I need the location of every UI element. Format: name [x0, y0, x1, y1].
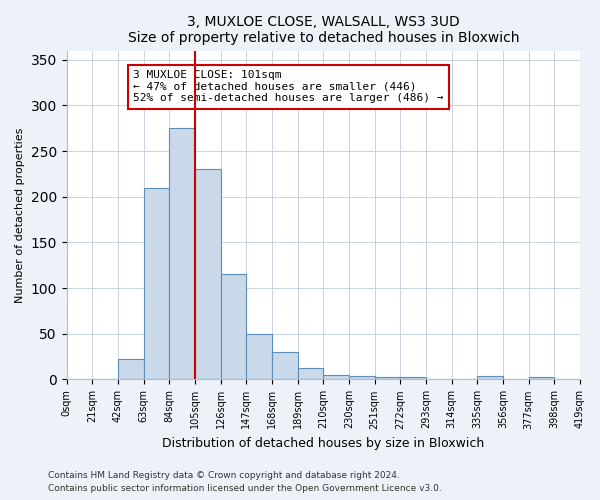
- Bar: [143, 188, 169, 380]
- Bar: [118, 360, 143, 380]
- Bar: [272, 352, 298, 380]
- Bar: [247, 334, 272, 380]
- Bar: [298, 368, 323, 380]
- Y-axis label: Number of detached properties: Number of detached properties: [15, 128, 25, 302]
- Bar: [374, 376, 400, 380]
- Bar: [221, 274, 247, 380]
- Text: 3 MUXLOE CLOSE: 101sqm
← 47% of detached houses are smaller (446)
52% of semi-de: 3 MUXLOE CLOSE: 101sqm ← 47% of detached…: [133, 70, 444, 104]
- Bar: [169, 128, 195, 380]
- Title: 3, MUXLOE CLOSE, WALSALL, WS3 3UD
Size of property relative to detached houses i: 3, MUXLOE CLOSE, WALSALL, WS3 3UD Size o…: [128, 15, 519, 45]
- Bar: [400, 376, 426, 380]
- X-axis label: Distribution of detached houses by size in Bloxwich: Distribution of detached houses by size …: [162, 437, 484, 450]
- Bar: [529, 376, 554, 380]
- Bar: [323, 375, 349, 380]
- Bar: [349, 376, 374, 380]
- Bar: [195, 170, 221, 380]
- Text: Contains public sector information licensed under the Open Government Licence v3: Contains public sector information licen…: [48, 484, 442, 493]
- Text: Contains HM Land Registry data © Crown copyright and database right 2024.: Contains HM Land Registry data © Crown c…: [48, 470, 400, 480]
- Bar: [478, 376, 503, 380]
